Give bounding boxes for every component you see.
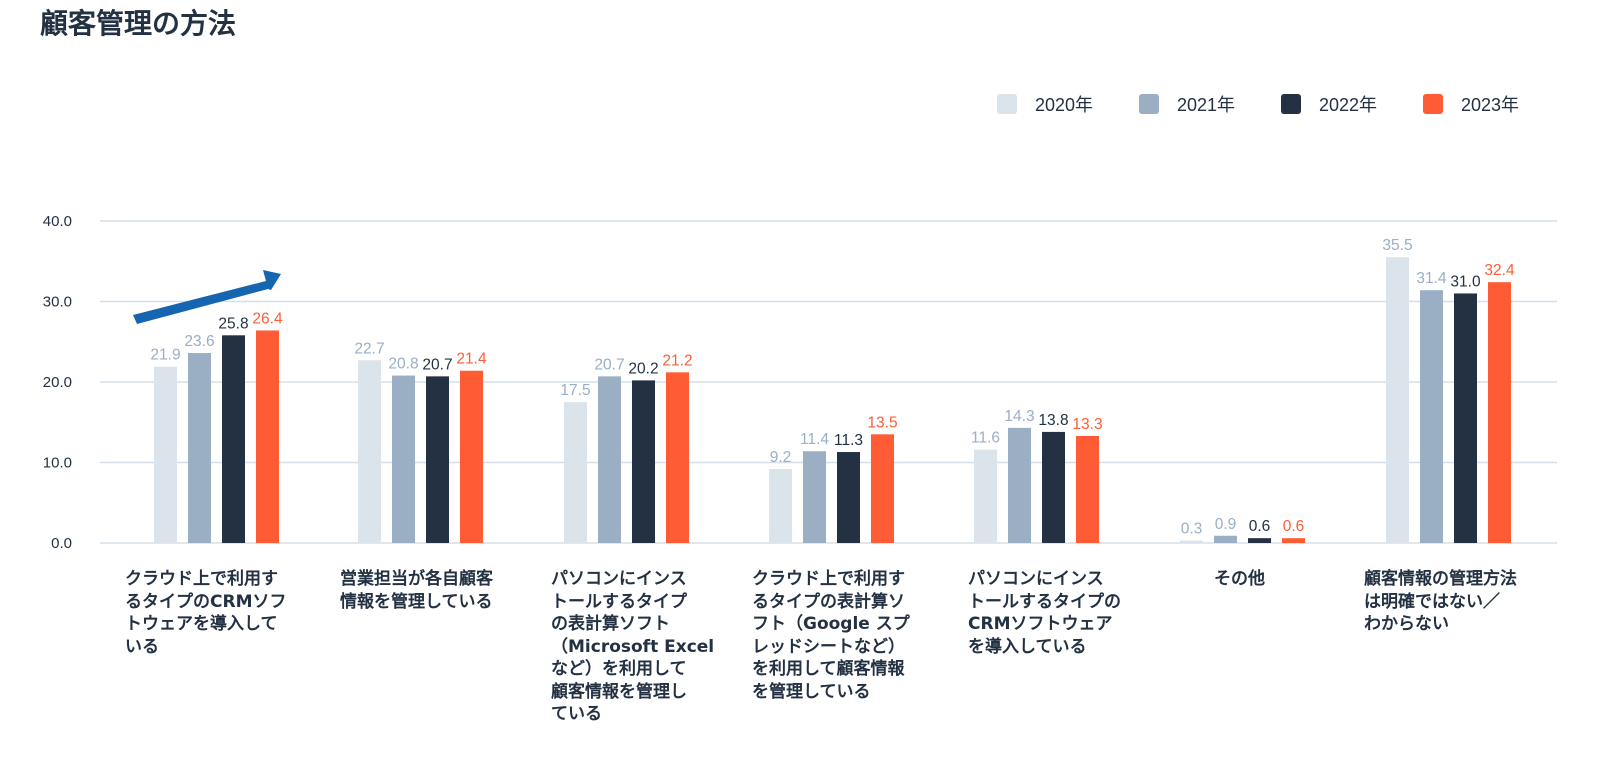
data-label: 14.3 — [1004, 408, 1034, 425]
category-label: 顧客情報の管理方法 は明確ではない／ わからない — [1364, 569, 1517, 634]
bar[interactable] — [392, 375, 415, 543]
legend-item-2022[interactable]: 2022年 — [1281, 92, 1377, 116]
bar[interactable] — [564, 402, 587, 543]
legend: 2020年 2021年 2022年 2023年 — [0, 92, 1619, 122]
bar[interactable] — [769, 468, 792, 543]
data-label: 20.7 — [594, 356, 624, 373]
data-label: 25.8 — [218, 315, 248, 332]
data-label: 26.4 — [252, 310, 283, 327]
data-label: 32.4 — [1484, 262, 1515, 279]
category-label: パソコンにインス トールするタイプの CRMソフトウェア を導入している — [968, 569, 1121, 657]
data-label: 11.3 — [834, 432, 863, 449]
bar[interactable] — [1180, 540, 1203, 543]
bar[interactable] — [1008, 427, 1031, 543]
legend-item-2023[interactable]: 2023年 — [1423, 92, 1519, 116]
data-label: 21.9 — [150, 347, 180, 364]
bar[interactable] — [1282, 538, 1305, 543]
trend-arrow-icon — [133, 270, 281, 324]
data-labels: 21.9 22.717.59.211.60.335.523.620.8 20.711… — [150, 237, 1515, 537]
y-tick-label: 0.0 — [51, 535, 72, 552]
chart-title: 顧客管理の方法 — [40, 7, 237, 40]
data-label: 21.2 — [662, 352, 692, 369]
data-label: 13.8 — [1038, 412, 1068, 429]
category-label: 営業担当が各自顧客 情報を管理している — [340, 569, 493, 612]
data-label: 31.0 — [1450, 273, 1481, 290]
bar[interactable] — [1214, 535, 1237, 543]
category-label: クラウド上で利用す るタイプの表計算ソ フト（Google スプ レッドシートな… — [752, 569, 910, 702]
bar[interactable] — [460, 370, 483, 543]
bar[interactable] — [1488, 282, 1511, 543]
bar[interactable] — [256, 330, 279, 543]
bar[interactable] — [154, 366, 177, 543]
y-tick-label: 20.0 — [43, 374, 72, 391]
data-label: 0.6 — [1249, 518, 1271, 535]
legend-swatch-2021 — [1139, 94, 1159, 114]
bar[interactable] — [222, 335, 245, 543]
data-label: 20.8 — [388, 356, 418, 373]
data-label: 31.4 — [1416, 270, 1447, 287]
bars — [154, 257, 1511, 543]
y-axis-ticks: 0.0 10.0 20.0 30.0 40.0 — [43, 213, 72, 552]
bar[interactable] — [974, 449, 997, 543]
bar[interactable] — [426, 376, 449, 543]
bar[interactable] — [1076, 435, 1099, 543]
legend-item-2021[interactable]: 2021年 — [1139, 92, 1235, 116]
data-label: 20.2 — [628, 360, 658, 377]
data-label: 0.9 — [1215, 516, 1237, 533]
trend-arrow-annotation — [133, 270, 281, 324]
data-label: 35.5 — [1382, 237, 1412, 254]
data-label: 13.5 — [867, 414, 897, 431]
bar[interactable] — [871, 434, 894, 543]
bar[interactable] — [188, 353, 211, 543]
bar[interactable] — [598, 376, 621, 543]
legend-label-2023: 2023年 — [1461, 95, 1520, 115]
category-label: クラウド上で利用す るタイプのCRMソフ トウェアを導入して いる — [125, 569, 287, 657]
bar[interactable] — [1248, 538, 1271, 543]
data-label: 20.7 — [422, 356, 452, 373]
bar[interactable] — [803, 451, 826, 543]
data-label: 11.4 — [800, 431, 829, 448]
data-label: 22.7 — [354, 340, 384, 357]
legend-label-2020: 2020年 — [1035, 95, 1094, 115]
data-label: 23.6 — [184, 333, 214, 350]
bar[interactable] — [1420, 290, 1443, 543]
data-label: 13.3 — [1072, 416, 1102, 433]
bar[interactable] — [1386, 257, 1409, 543]
bar[interactable] — [837, 452, 860, 543]
data-label: 0.3 — [1181, 521, 1203, 538]
y-tick-label: 30.0 — [43, 294, 72, 311]
data-label: 21.4 — [456, 351, 487, 368]
legend-item-2020[interactable]: 2020年 — [997, 92, 1093, 116]
data-label: 17.5 — [560, 382, 590, 399]
legend-label-2022: 2022年 — [1319, 95, 1378, 115]
bar[interactable] — [358, 360, 381, 543]
grid-layer — [100, 220, 1557, 544]
category-label: パソコンにインス トールするタイプ の表計算ソフト （Microsoft Exc… — [551, 569, 715, 724]
bar[interactable] — [1042, 431, 1065, 543]
data-label: 9.2 — [770, 449, 792, 466]
y-tick-label: 10.0 — [43, 455, 72, 472]
data-label: 11.6 — [971, 430, 1000, 447]
legend-swatch-2023 — [1423, 94, 1443, 114]
legend-swatch-2022 — [1281, 94, 1301, 114]
legend-label-2021: 2021年 — [1177, 95, 1236, 115]
legend-swatch-2020 — [997, 94, 1017, 114]
bar[interactable] — [632, 380, 655, 543]
bar[interactable] — [666, 372, 689, 543]
y-tick-label: 40.0 — [43, 213, 72, 230]
data-label: 0.6 — [1283, 518, 1305, 535]
category-label: その他 — [1214, 569, 1265, 589]
bar[interactable] — [1454, 293, 1477, 543]
